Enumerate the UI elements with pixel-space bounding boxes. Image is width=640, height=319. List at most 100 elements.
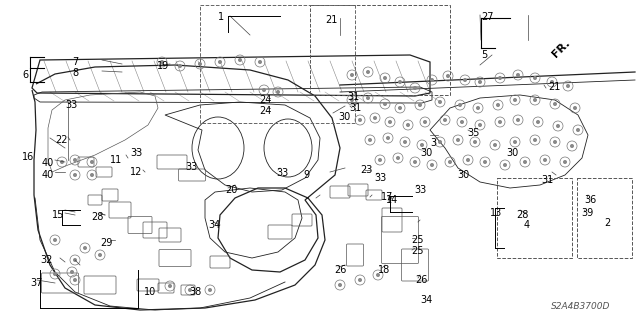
Text: 38: 38 <box>189 287 201 297</box>
Circle shape <box>460 120 464 124</box>
Circle shape <box>430 163 434 167</box>
Text: 36: 36 <box>584 195 596 205</box>
Circle shape <box>388 120 392 124</box>
Circle shape <box>493 143 497 147</box>
Circle shape <box>83 246 87 250</box>
Text: 33: 33 <box>185 162 197 172</box>
Circle shape <box>73 158 77 162</box>
Circle shape <box>383 102 387 106</box>
Circle shape <box>456 138 460 142</box>
Text: 17: 17 <box>381 192 394 202</box>
Circle shape <box>406 123 410 127</box>
Circle shape <box>368 138 372 142</box>
Circle shape <box>478 123 482 127</box>
Circle shape <box>478 80 482 84</box>
Circle shape <box>533 138 537 142</box>
Circle shape <box>98 253 102 257</box>
Circle shape <box>258 60 262 64</box>
Circle shape <box>378 158 382 162</box>
Circle shape <box>576 128 580 132</box>
Circle shape <box>438 100 442 104</box>
Text: 16: 16 <box>22 152 35 162</box>
Text: 24: 24 <box>259 106 271 116</box>
Text: 33: 33 <box>65 100 77 110</box>
Circle shape <box>566 84 570 88</box>
Bar <box>310 5 450 95</box>
Circle shape <box>556 124 560 128</box>
Circle shape <box>383 76 387 80</box>
Circle shape <box>238 58 242 62</box>
Circle shape <box>60 160 64 164</box>
Circle shape <box>446 74 450 78</box>
Circle shape <box>543 158 547 162</box>
Circle shape <box>516 118 520 122</box>
Circle shape <box>570 144 574 148</box>
Circle shape <box>536 120 540 124</box>
Text: 39: 39 <box>581 208 593 218</box>
Text: 8: 8 <box>72 68 78 78</box>
Text: 21: 21 <box>548 82 561 92</box>
Circle shape <box>73 278 77 282</box>
Circle shape <box>358 278 362 282</box>
Text: 4: 4 <box>524 220 530 230</box>
Circle shape <box>503 163 507 167</box>
Text: 30: 30 <box>457 170 469 180</box>
Circle shape <box>73 258 77 262</box>
Circle shape <box>396 156 400 160</box>
Text: 25: 25 <box>411 246 424 256</box>
Text: 26: 26 <box>334 265 346 275</box>
Circle shape <box>483 160 487 164</box>
Text: 31: 31 <box>541 175 553 185</box>
Circle shape <box>358 118 362 122</box>
Text: 40: 40 <box>42 158 54 168</box>
Text: 30: 30 <box>420 148 432 158</box>
Text: 10: 10 <box>144 287 156 297</box>
Bar <box>497 178 572 258</box>
Circle shape <box>218 60 222 64</box>
Circle shape <box>90 160 94 164</box>
Circle shape <box>188 288 192 292</box>
Circle shape <box>262 88 266 92</box>
Text: 33: 33 <box>414 185 426 195</box>
Circle shape <box>418 103 422 107</box>
Circle shape <box>513 140 517 144</box>
Text: S2A4B3700D: S2A4B3700D <box>550 302 610 311</box>
Circle shape <box>350 98 354 102</box>
Text: 33: 33 <box>374 173 387 183</box>
Circle shape <box>350 73 354 77</box>
Circle shape <box>573 106 577 110</box>
Text: 30: 30 <box>506 148 518 158</box>
Circle shape <box>533 76 537 80</box>
Circle shape <box>448 160 452 164</box>
Circle shape <box>398 80 402 84</box>
Circle shape <box>178 64 182 68</box>
Text: 25: 25 <box>411 235 424 245</box>
Circle shape <box>498 76 502 80</box>
Text: 20: 20 <box>225 185 237 195</box>
Text: 28: 28 <box>516 210 529 220</box>
Text: 34: 34 <box>420 295 432 305</box>
Circle shape <box>403 140 407 144</box>
Circle shape <box>208 288 212 292</box>
Text: 18: 18 <box>378 265 390 275</box>
Text: FR.: FR. <box>550 38 572 60</box>
Circle shape <box>90 173 94 177</box>
Circle shape <box>73 173 77 177</box>
Circle shape <box>430 78 434 82</box>
Text: 9: 9 <box>303 170 309 180</box>
Circle shape <box>160 60 164 64</box>
Text: 29: 29 <box>100 238 113 248</box>
Circle shape <box>53 272 57 276</box>
Text: 2: 2 <box>604 218 611 228</box>
Circle shape <box>466 158 470 162</box>
Bar <box>577 178 632 258</box>
Text: 24: 24 <box>259 95 271 105</box>
Text: 26: 26 <box>415 275 428 285</box>
Text: 40: 40 <box>42 170 54 180</box>
Circle shape <box>476 106 480 110</box>
Text: 15: 15 <box>52 210 65 220</box>
Text: 22: 22 <box>55 135 67 145</box>
Circle shape <box>496 103 500 107</box>
Text: 37: 37 <box>30 278 42 288</box>
Text: 3: 3 <box>430 138 436 148</box>
